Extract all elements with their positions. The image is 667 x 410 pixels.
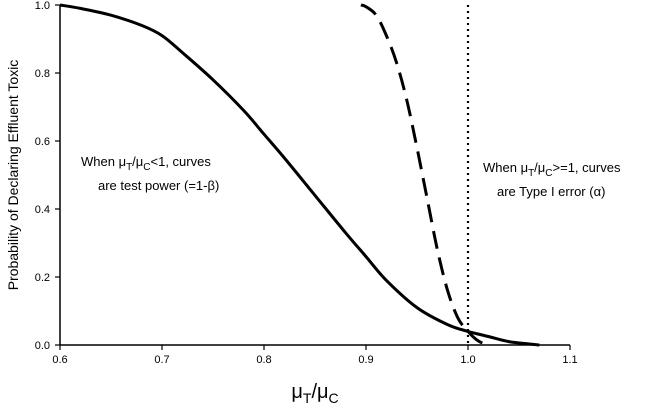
y-tick-label: 0.2 xyxy=(35,272,50,284)
x-axis-label: μT/μC xyxy=(291,381,338,406)
annot-right-post: >=1, curves xyxy=(553,160,621,175)
x-label-slash: / xyxy=(311,381,317,403)
annotation-right: When μT/μC>=1, curves are Type I error (… xyxy=(483,160,621,199)
x-label-mu-c: μ xyxy=(317,381,329,403)
annotation-left-line2: are test power (=1-β) xyxy=(98,178,219,193)
annotation-left-line1: When μT/μC<1, curves xyxy=(81,154,211,173)
x-tick-label: 1.0 xyxy=(460,354,475,366)
annot-right-sub2: C xyxy=(545,168,552,179)
annotation-right-line1: When μT/μC>=1, curves xyxy=(483,160,621,179)
y-axis-label: Probability of Declaring Effluent Toxic xyxy=(5,60,21,291)
x-tick-label: 0.7 xyxy=(154,354,169,366)
annot-left-post: <1, curves xyxy=(151,154,212,169)
x-tick-label: 1.1 xyxy=(562,354,577,366)
annot-left-pre: When μ xyxy=(81,154,126,169)
axes xyxy=(59,5,570,346)
y-tick-label: 0.8 xyxy=(35,68,50,80)
series-line-solid xyxy=(59,3,540,347)
series-group xyxy=(59,3,540,347)
ticks xyxy=(55,4,571,350)
annotation-right-line2: are Type I error (α) xyxy=(497,184,605,199)
x-label-sub-t: T xyxy=(303,390,312,406)
y-tick-label: 0.4 xyxy=(35,204,50,216)
y-tick-label: 1.0 xyxy=(35,0,50,12)
annotation-left: When μT/μC<1, curves are test power (=1-… xyxy=(81,154,219,193)
x-tick-label: 0.9 xyxy=(358,354,373,366)
tick-labels: 0.6 0.7 0.8 0.9 1.0 1.1 0.0 0.2 0.4 0.6 0.8 1.0 xyxy=(35,0,578,366)
x-label-mu-t: μ xyxy=(291,381,303,403)
x-label-sub-c: C xyxy=(329,390,339,406)
y-tick-label: 0.0 xyxy=(35,340,50,352)
annot-right-sub1: T xyxy=(528,168,534,179)
annot-right-mid: /μ xyxy=(534,160,545,175)
annot-left-sub2: C xyxy=(143,162,150,173)
y-tick-label: 0.6 xyxy=(35,136,50,148)
series-line-dashed xyxy=(360,3,489,347)
x-tick-label: 0.8 xyxy=(256,354,271,366)
annot-left-sub1: T xyxy=(126,162,132,173)
x-tick-label: 0.6 xyxy=(52,354,67,366)
annot-right-pre: When μ xyxy=(483,160,528,175)
annot-left-mid: /μ xyxy=(132,154,143,169)
